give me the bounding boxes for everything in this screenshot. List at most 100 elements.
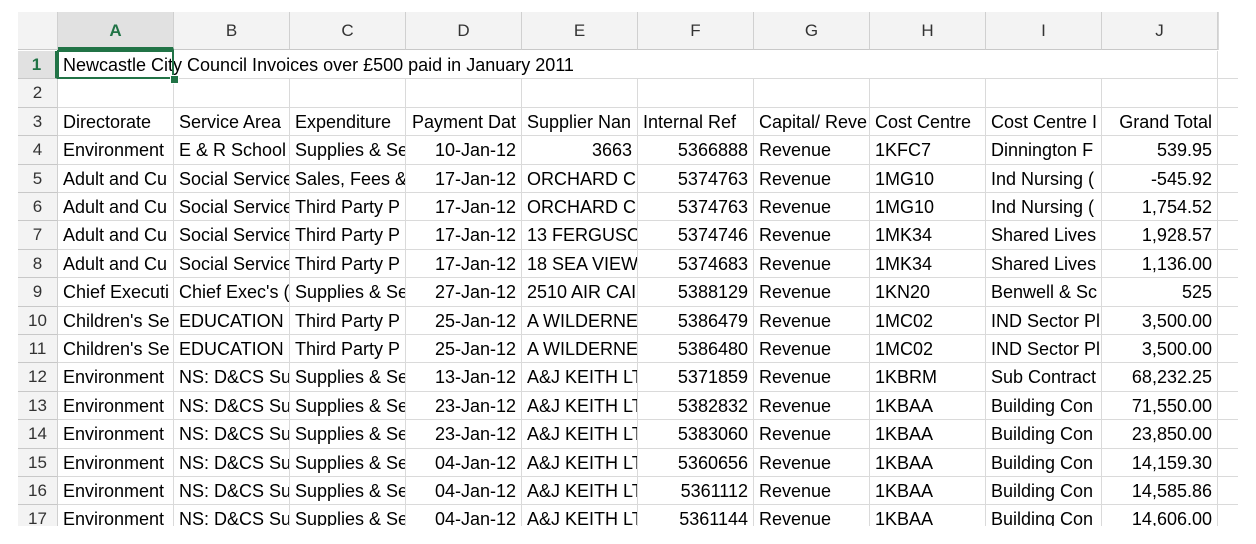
cell[interactable]: 17-Jan-12 [434, 225, 516, 246]
cell[interactable]: Adult and Cu [63, 253, 168, 274]
cell[interactable]: A&J KEITH LT [527, 452, 637, 473]
cell[interactable]: IND Sector Pl [991, 310, 1101, 331]
cell[interactable]: Environment [63, 395, 165, 416]
cell[interactable]: NS: D&CS Su [179, 481, 289, 501]
row-header[interactable]: 2 [18, 79, 58, 108]
cell[interactable]: 27-Jan-12 [434, 282, 516, 303]
cell[interactable]: Cost Centre [875, 111, 972, 132]
cell[interactable]: 1MG10 [875, 197, 935, 217]
cell[interactable]: 5374763 [677, 197, 748, 217]
column-header[interactable]: A [58, 12, 174, 50]
cell[interactable]: NS: D&CS Su [179, 424, 289, 445]
cell[interactable]: IND Sector Pl [991, 339, 1101, 359]
cell[interactable]: 17-Jan-12 [434, 168, 516, 189]
column-header[interactable]: I [986, 12, 1102, 50]
cell[interactable]: 17-Jan-12 [434, 197, 516, 217]
column-header[interactable]: E [522, 12, 638, 50]
cell[interactable]: Revenue [759, 424, 832, 445]
cell[interactable]: Environment [63, 424, 165, 445]
cell[interactable]: 5361144 [679, 509, 748, 526]
row-header[interactable]: 16 [18, 477, 58, 506]
cell[interactable]: Environment [63, 367, 165, 388]
cell[interactable]: Dinnington F [991, 140, 1094, 161]
cell[interactable]: Supplies & Se [295, 481, 405, 501]
cell[interactable]: 5388129 [677, 282, 748, 303]
cell[interactable]: Third Party P [295, 197, 401, 217]
cell[interactable]: NS: D&CS Su [179, 452, 289, 473]
cell[interactable]: 14,159.30 [1131, 452, 1212, 473]
cell[interactable]: 04-Jan-12 [434, 509, 516, 526]
cell[interactable]: Ind Nursing ( [991, 197, 1095, 217]
cell[interactable]: A WILDERNE [527, 310, 637, 331]
cell[interactable]: 14,606.00 [1131, 509, 1212, 526]
cell[interactable]: NS: D&CS Su [179, 395, 289, 416]
cell[interactable]: Chief Exec's ( [179, 282, 289, 303]
cell[interactable]: Environment [63, 509, 165, 526]
cell[interactable]: Environment [63, 452, 165, 473]
cell[interactable]: Shared Lives [991, 253, 1097, 274]
cell[interactable]: ORCHARD C. [527, 197, 637, 217]
row-header[interactable]: 8 [18, 249, 58, 279]
cell[interactable]: Third Party P [295, 225, 401, 246]
cell[interactable]: Revenue [759, 395, 832, 416]
cell[interactable]: 1,928.57 [1141, 225, 1212, 246]
cell[interactable]: 13 FERGUSO [527, 225, 637, 246]
cell[interactable]: A WILDERNE [527, 339, 637, 359]
cell[interactable]: 10-Jan-12 [434, 140, 516, 161]
cell[interactable]: Adult and Cu [63, 225, 168, 246]
cell[interactable]: Revenue [759, 140, 832, 161]
cell[interactable]: 1KBAA [875, 424, 934, 445]
row-header[interactable]: 1 [18, 51, 58, 80]
cell[interactable]: Building Con [991, 481, 1094, 501]
column-header[interactable]: J [1102, 12, 1218, 50]
row-header[interactable]: 10 [18, 306, 58, 335]
cell[interactable]: 25-Jan-12 [434, 310, 516, 331]
cell[interactable]: Revenue [759, 481, 832, 501]
cell[interactable]: Revenue [759, 339, 832, 359]
cell[interactable]: 25-Jan-12 [434, 339, 516, 359]
cell[interactable]: 1KBAA [875, 395, 934, 416]
row-header[interactable]: 11 [18, 335, 58, 364]
column-header[interactable]: F [638, 12, 754, 50]
cell[interactable]: NS: D&CS Su [179, 509, 289, 526]
cell[interactable]: Supplies & Se [295, 282, 405, 303]
cell[interactable]: Supplies & Se [295, 424, 405, 445]
cell[interactable]: 5374746 [677, 225, 748, 246]
cell[interactable]: 3,500.00 [1141, 310, 1212, 331]
cell[interactable]: Supplies & Se [295, 367, 405, 388]
row-header[interactable]: 5 [18, 164, 58, 193]
cell[interactable]: 525 [1181, 282, 1212, 303]
cell[interactable]: Sub Contract [991, 367, 1097, 388]
cell[interactable]: 1MG10 [875, 168, 935, 189]
cell[interactable]: Revenue [759, 197, 832, 217]
cell[interactable]: A&J KEITH LT [527, 424, 637, 445]
cell[interactable]: Cost Centre I [991, 111, 1098, 132]
row-header[interactable]: 15 [18, 448, 58, 477]
cell[interactable]: Children's Se [63, 310, 170, 331]
row-header[interactable]: 3 [18, 107, 58, 137]
cell[interactable]: 1KBRM [875, 367, 938, 388]
cell[interactable]: Supplies & Se [295, 509, 405, 526]
cell[interactable]: E & R School [179, 140, 287, 161]
cell[interactable]: EDUCATION [179, 339, 284, 359]
row-header[interactable]: 4 [18, 136, 58, 165]
cell[interactable]: 04-Jan-12 [434, 452, 516, 473]
cell[interactable]: 539.95 [1156, 140, 1212, 161]
cell[interactable]: Shared Lives [991, 225, 1097, 246]
cell[interactable]: A&J KEITH LT [527, 481, 637, 501]
cell[interactable]: Directorate [63, 111, 152, 132]
column-header[interactable]: C [290, 12, 406, 50]
cell[interactable]: 23-Jan-12 [434, 395, 516, 416]
cell[interactable]: 23,850.00 [1131, 424, 1212, 445]
cell[interactable]: Sales, Fees & [295, 168, 405, 189]
cell[interactable]: 3663 [591, 140, 632, 161]
cell[interactable]: -545.92 [1150, 168, 1212, 189]
cell[interactable]: Supplier Nan [527, 111, 632, 132]
cell[interactable]: 14,585.86 [1131, 481, 1212, 501]
cell[interactable]: 71,550.00 [1131, 395, 1212, 416]
cell[interactable]: Social Service [179, 253, 289, 274]
row-header[interactable]: 17 [18, 505, 58, 526]
cell[interactable]: 23-Jan-12 [434, 424, 516, 445]
row-header[interactable]: 13 [18, 391, 58, 421]
cell[interactable]: 5386480 [677, 339, 748, 359]
